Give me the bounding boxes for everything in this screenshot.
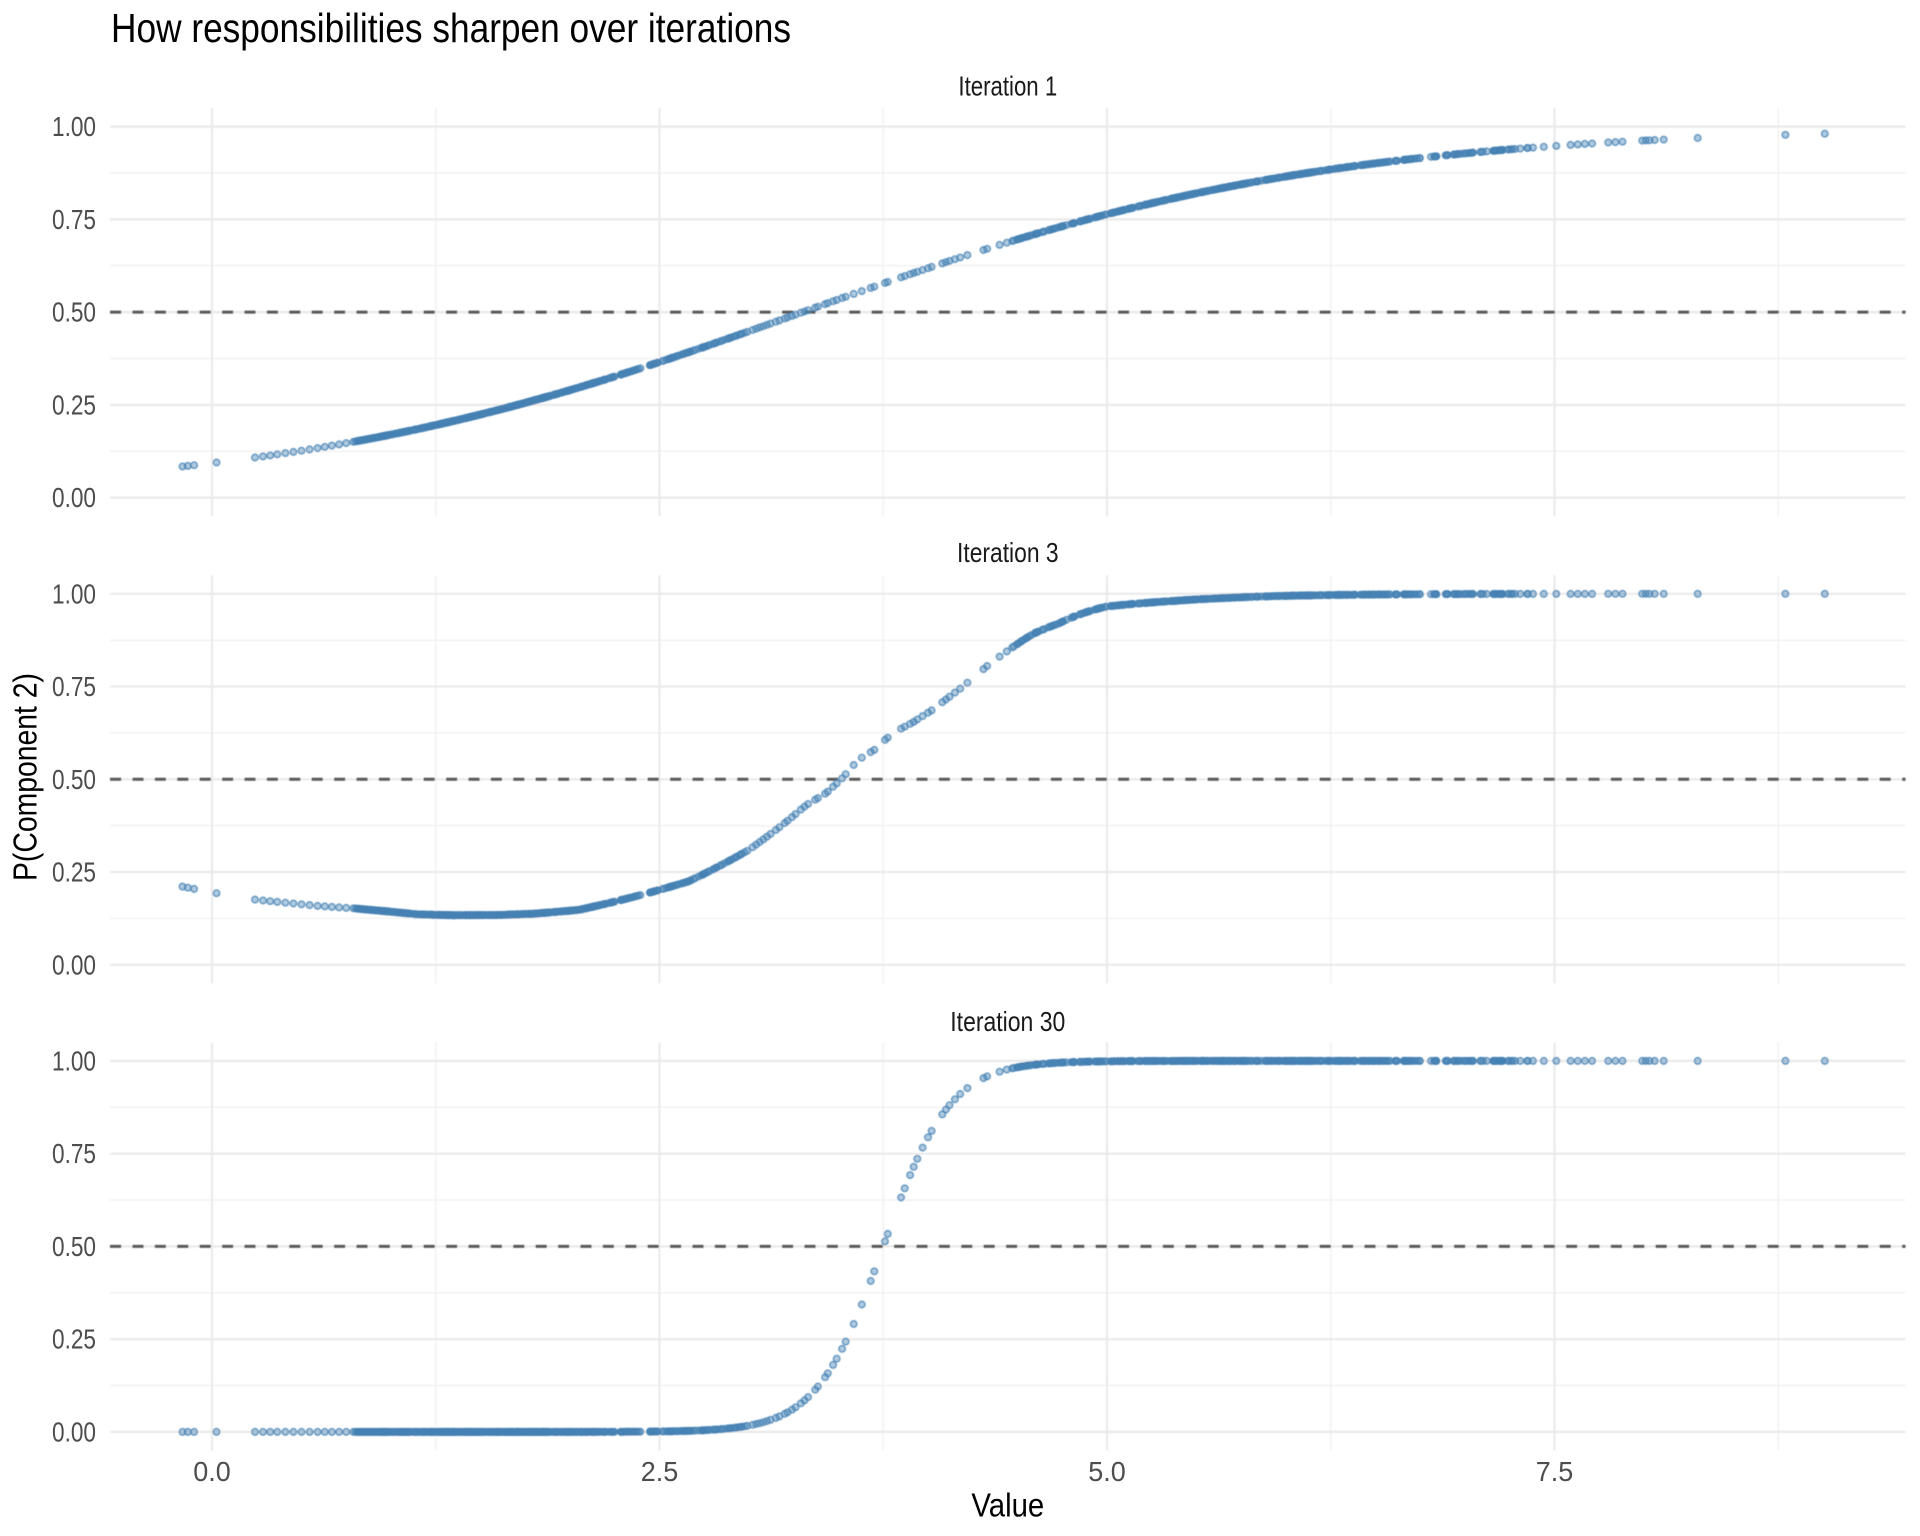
- svg-text:5.0: 5.0: [1088, 1456, 1126, 1487]
- svg-text:1.00: 1.00: [52, 1045, 96, 1076]
- svg-text:0.75: 0.75: [52, 1138, 96, 1169]
- svg-text:0.00: 0.00: [52, 482, 96, 513]
- svg-text:Iteration 1: Iteration 1: [958, 71, 1057, 102]
- svg-text:2.5: 2.5: [641, 1456, 679, 1487]
- svg-text:0.25: 0.25: [52, 389, 96, 420]
- svg-text:7.5: 7.5: [1536, 1456, 1574, 1487]
- svg-text:0.50: 0.50: [52, 1231, 96, 1262]
- svg-text:Value: Value: [971, 1487, 1044, 1524]
- svg-text:Iteration 3: Iteration 3: [957, 537, 1059, 568]
- svg-text:1.00: 1.00: [52, 578, 96, 609]
- svg-text:0.50: 0.50: [52, 764, 96, 795]
- svg-text:0.75: 0.75: [52, 671, 96, 702]
- svg-text:0.00: 0.00: [52, 1416, 96, 1447]
- svg-text:0.25: 0.25: [52, 1324, 96, 1355]
- svg-text:Iteration 30: Iteration 30: [950, 1006, 1065, 1037]
- svg-text:0.00: 0.00: [52, 949, 96, 980]
- svg-text:How responsibilities sharpen o: How responsibilities sharpen over iterat…: [111, 5, 791, 51]
- svg-text:0.50: 0.50: [52, 297, 96, 328]
- svg-text:1.00: 1.00: [52, 111, 96, 142]
- svg-text:0.75: 0.75: [52, 204, 96, 235]
- svg-text:0.0: 0.0: [193, 1456, 231, 1487]
- svg-text:0.25: 0.25: [52, 857, 96, 888]
- svg-text:P(Component 2): P(Component 2): [8, 673, 45, 881]
